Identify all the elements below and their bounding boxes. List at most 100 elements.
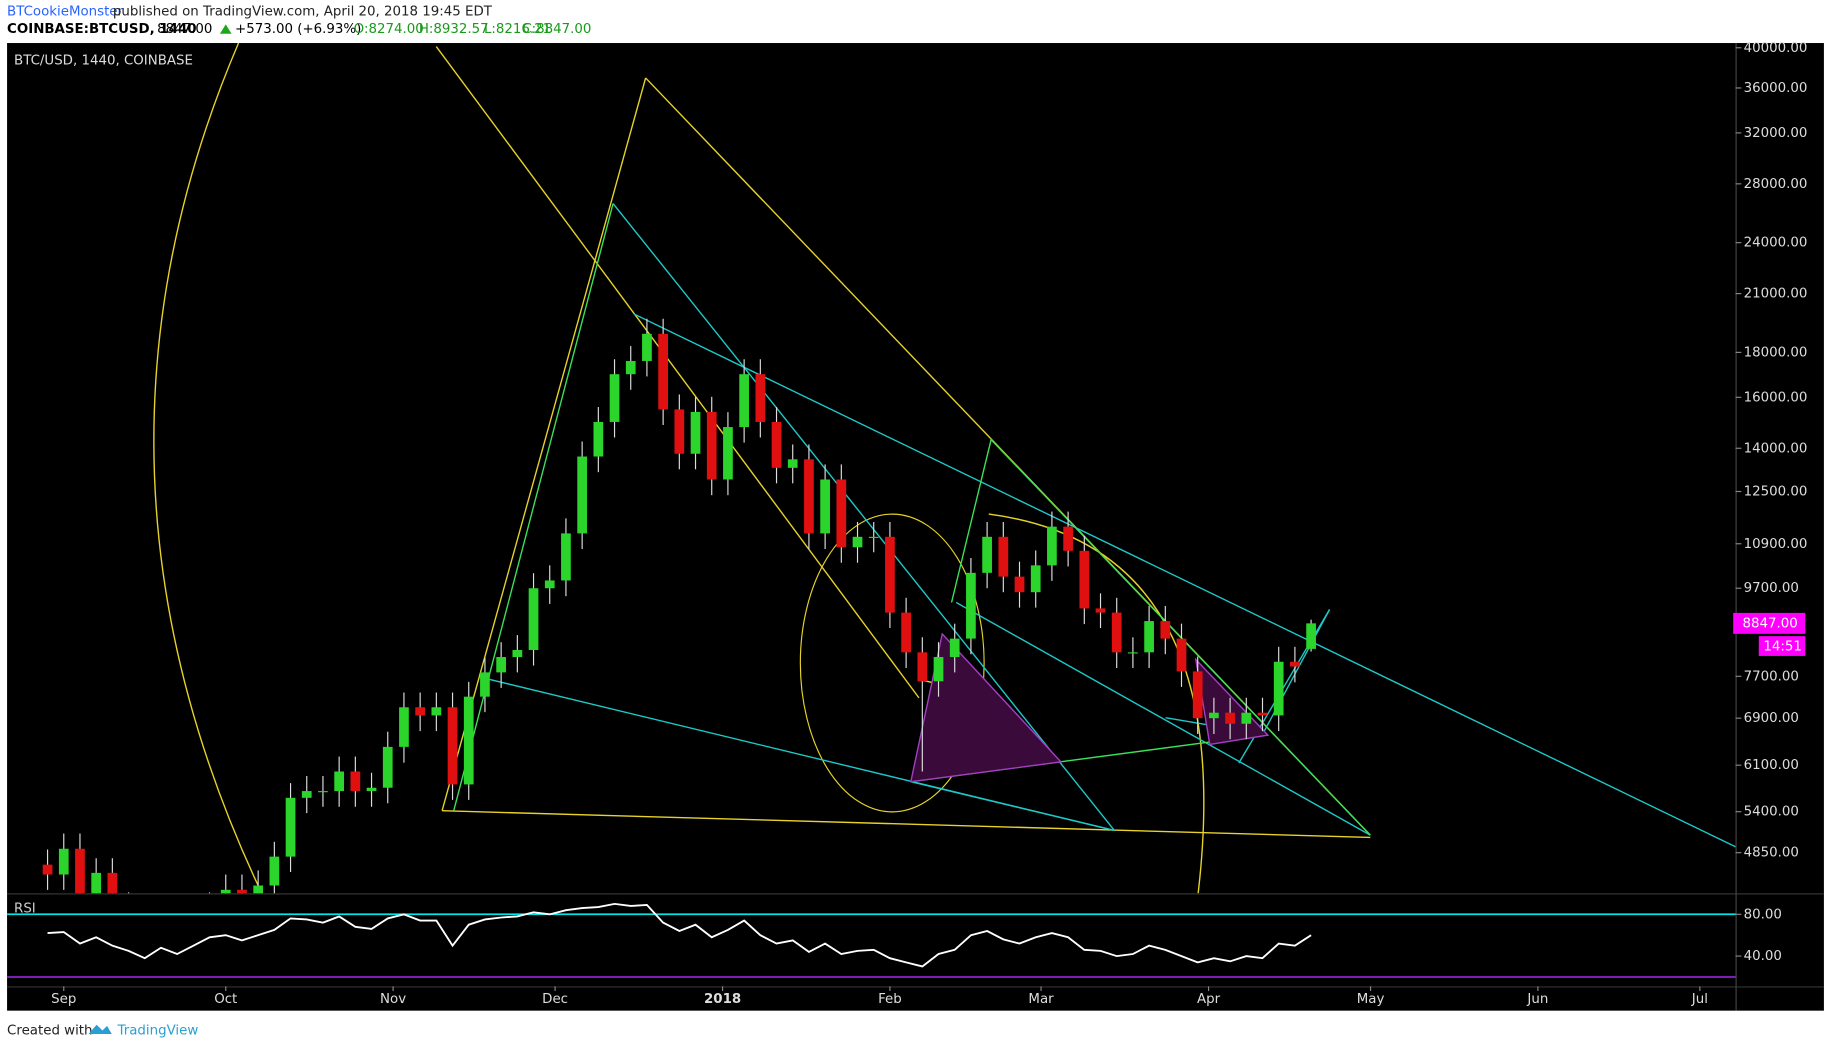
y-tick-label: 10900.00: [1744, 537, 1808, 552]
candle-body: [1192, 671, 1203, 719]
candle-body: [382, 746, 393, 788]
y-tick-label: 5400.00: [1744, 805, 1799, 820]
y-tick-label: 9700.00: [1744, 581, 1799, 596]
candle-body: [1030, 565, 1041, 593]
candle-body: [463, 696, 474, 785]
candle-body: [1111, 612, 1122, 653]
candle-body: [1225, 712, 1235, 724]
footer: [0, 1010, 1824, 1048]
x-tick-label: Dec: [542, 992, 568, 1007]
y-tick-label: 36000.00: [1744, 81, 1808, 96]
candle-body: [820, 479, 830, 534]
candle-body: [966, 572, 976, 639]
y-tick-label: 4850.00: [1744, 846, 1799, 861]
candle-body: [415, 707, 426, 716]
published: published on TradingView.com, April 20, …: [113, 5, 493, 20]
y-tick-label: 24000.00: [1744, 236, 1808, 251]
candle-body: [512, 650, 523, 658]
rsi-tick-label: 40.00: [1744, 949, 1782, 964]
x-tick-label: Jul: [1691, 992, 1708, 1007]
candle-body: [496, 657, 506, 673]
trend-line: [910, 780, 1115, 832]
candle-body: [561, 533, 571, 581]
symbol: COINBASE:BTCUSD, 1440: [7, 22, 197, 37]
footer-text: Created with: [7, 1024, 92, 1039]
trend-line: [612, 203, 1115, 831]
trend-line: [435, 46, 920, 699]
candle-body: [269, 856, 280, 886]
candle-body: [58, 848, 69, 875]
trend-line: [955, 601, 1371, 836]
candle-body: [658, 333, 668, 410]
candle-body: [933, 657, 944, 682]
candle-body: [1209, 712, 1219, 719]
candle-body: [787, 459, 798, 468]
candle-body: [1306, 623, 1316, 649]
rsi-label: RSI: [14, 901, 36, 916]
candle-body: [1128, 652, 1138, 654]
candles: [42, 318, 1316, 894]
candle-body: [91, 872, 102, 894]
x-tick-label: Nov: [380, 992, 406, 1007]
trend-line: [442, 810, 1371, 839]
candle-body: [674, 409, 685, 454]
candle-body: [901, 612, 911, 653]
logo: [88, 1024, 112, 1035]
candle-body: [528, 588, 539, 651]
change: +573.00 (+6.93%): [235, 22, 361, 37]
candle-body: [1290, 661, 1300, 667]
high: H:8932.57: [419, 22, 489, 37]
candle-body: [917, 652, 928, 682]
candle-body: [1257, 712, 1268, 716]
candle-body: [253, 885, 264, 894]
trend-line: [950, 438, 1371, 836]
candle-body: [1241, 712, 1252, 724]
candle-body: [399, 707, 409, 747]
candle-body: [1144, 621, 1154, 653]
y-tick-label: 32000.00: [1744, 126, 1808, 141]
y-tick-label: 14000.00: [1744, 441, 1808, 456]
drawings: [153, 43, 1736, 894]
pane-title: BTC/USD, 1440, COINBASE: [14, 53, 193, 68]
x-tick-label: Oct: [214, 992, 237, 1007]
y-tick-label: 28000.00: [1744, 177, 1808, 192]
x-tick-label: Sep: [51, 992, 76, 1007]
y-tick-label: 16000.00: [1744, 390, 1808, 405]
candle-body: [1063, 526, 1073, 551]
candle-body: [350, 771, 361, 792]
candle-body: [852, 536, 863, 548]
y-tick-label: 18000.00: [1744, 345, 1808, 360]
candle-body: [885, 536, 895, 613]
y-tick-label: 7700.00: [1744, 669, 1799, 684]
x-tick-label: Feb: [878, 992, 902, 1007]
candle-body: [609, 374, 620, 422]
triangle: [909, 632, 1063, 783]
arc: [153, 43, 263, 894]
candle-body: [949, 638, 960, 658]
candle-body: [1273, 661, 1284, 716]
candle-body: [836, 479, 847, 548]
candle-body: [1176, 638, 1187, 672]
candle-body: [318, 791, 328, 793]
candle-body: [1160, 621, 1171, 639]
candle-body: [723, 427, 733, 480]
y-tick-label: 6100.00: [1744, 758, 1799, 773]
y-tick-label: 12500.00: [1744, 484, 1808, 499]
candle-body: [771, 421, 782, 468]
candle-body: [739, 374, 749, 428]
trend-line: [633, 313, 1736, 848]
close: C:8847.00: [522, 22, 591, 37]
x-tick-label: May: [1357, 992, 1385, 1007]
open: O:8274.00: [354, 22, 424, 37]
countdown: 14:51: [1763, 640, 1802, 655]
candle-body: [544, 580, 555, 589]
candle-body: [480, 672, 490, 697]
candle-body: [1014, 576, 1025, 593]
candle-body: [301, 791, 312, 798]
candle-body: [42, 864, 53, 875]
candle-body: [706, 411, 717, 480]
candle-body: [431, 707, 442, 716]
candle-body: [220, 889, 231, 894]
rsi-pane: [7, 902, 1736, 978]
